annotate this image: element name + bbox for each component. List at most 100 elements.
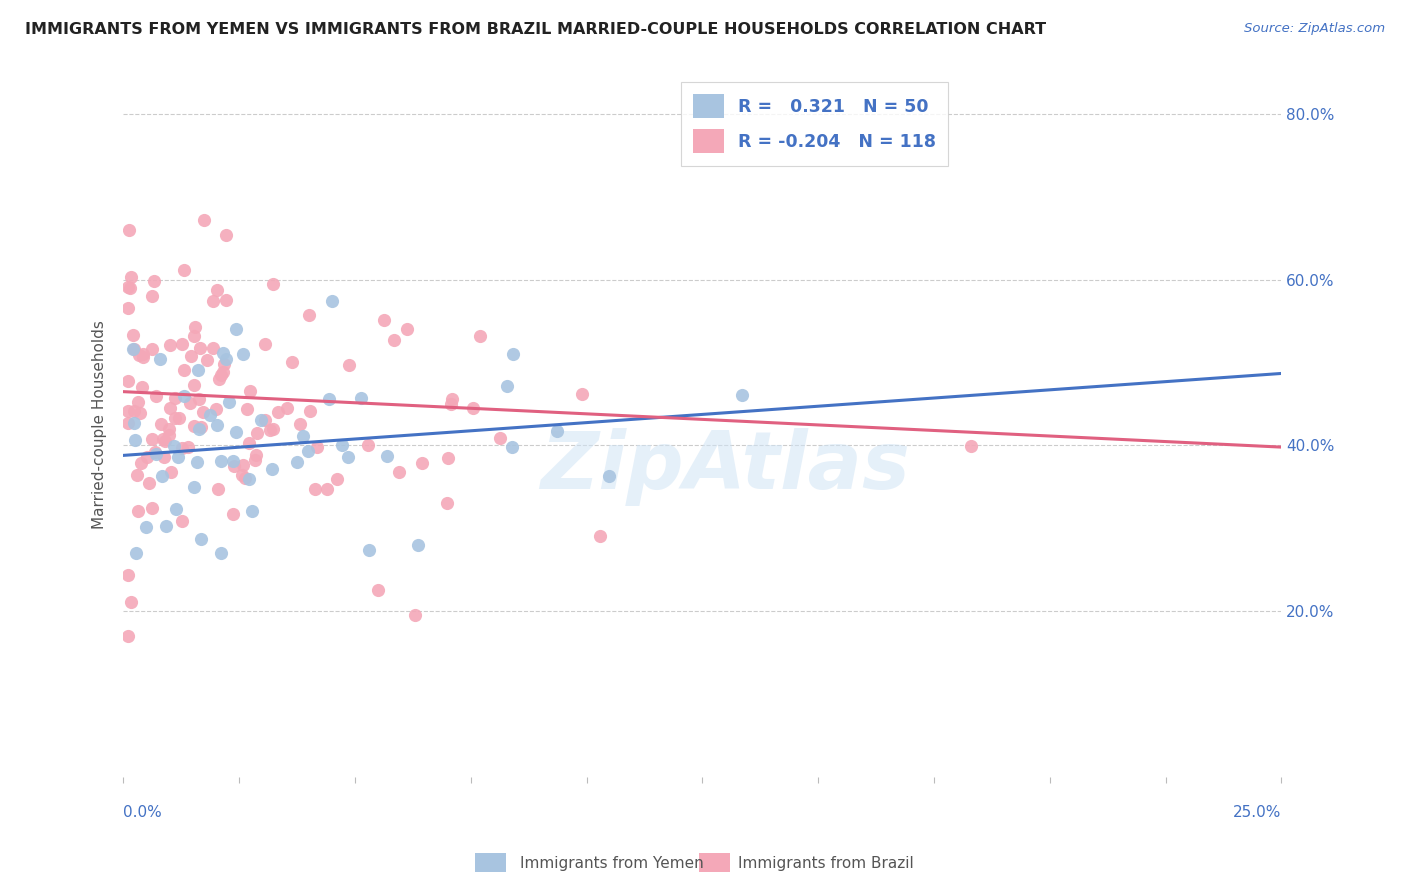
Point xyxy=(143,273,166,287)
Point xyxy=(436,450,458,465)
Point xyxy=(207,482,229,496)
Point xyxy=(221,507,243,521)
Point xyxy=(117,629,139,643)
Point xyxy=(198,408,221,422)
Point xyxy=(337,358,360,372)
Point xyxy=(195,352,218,367)
Point xyxy=(373,312,395,326)
Point xyxy=(149,352,172,367)
Point xyxy=(297,443,319,458)
Point xyxy=(129,457,152,471)
Point xyxy=(173,388,195,402)
Point xyxy=(152,433,174,447)
Text: ZipAtlas: ZipAtlas xyxy=(540,428,911,506)
Point xyxy=(135,520,157,534)
Text: 25.0%: 25.0% xyxy=(1233,805,1281,820)
Point xyxy=(298,308,321,322)
Point xyxy=(127,395,149,409)
Point xyxy=(118,281,141,295)
Point xyxy=(367,583,389,598)
Point xyxy=(239,384,262,398)
Point xyxy=(461,401,484,415)
Point xyxy=(731,388,754,402)
Point xyxy=(117,567,139,582)
Point xyxy=(215,293,238,308)
Point xyxy=(231,467,253,482)
Point xyxy=(163,438,186,452)
Point xyxy=(276,401,298,415)
Point xyxy=(117,404,139,418)
Point xyxy=(357,543,380,558)
Point xyxy=(183,480,205,494)
Point xyxy=(187,422,209,436)
Point xyxy=(180,350,202,364)
Point xyxy=(238,435,260,450)
Point xyxy=(190,420,212,434)
Point xyxy=(209,453,232,467)
Point xyxy=(262,461,284,475)
Point xyxy=(238,472,260,486)
Point xyxy=(209,546,232,560)
Point xyxy=(408,538,430,552)
Point xyxy=(117,416,139,430)
Point xyxy=(184,319,207,334)
Point xyxy=(232,347,254,361)
Point xyxy=(117,279,139,293)
Point xyxy=(159,401,181,415)
Text: Source: ZipAtlas.com: Source: ZipAtlas.com xyxy=(1244,22,1385,36)
Point xyxy=(259,423,281,437)
Point xyxy=(598,469,620,483)
Point xyxy=(167,450,190,465)
Point xyxy=(122,403,145,417)
Point xyxy=(186,455,208,469)
Point xyxy=(439,396,461,410)
Point xyxy=(117,301,139,316)
Point xyxy=(298,404,321,418)
Text: Immigrants from Yemen: Immigrants from Yemen xyxy=(520,856,704,871)
Point xyxy=(157,422,180,436)
Point xyxy=(404,608,426,623)
Point xyxy=(170,336,193,351)
Point xyxy=(193,212,215,227)
Point xyxy=(207,283,229,297)
Point xyxy=(321,294,343,309)
Point xyxy=(488,432,510,446)
Point xyxy=(222,458,245,473)
Point xyxy=(325,472,347,486)
Point xyxy=(262,277,284,291)
Point xyxy=(173,263,195,277)
Point xyxy=(396,322,419,336)
Point xyxy=(120,269,142,284)
Legend: R =   0.321   N = 50, R = -0.204   N = 118: R = 0.321 N = 50, R = -0.204 N = 118 xyxy=(681,82,949,166)
Point xyxy=(141,432,163,446)
Point xyxy=(337,450,360,464)
Point xyxy=(183,418,205,433)
Y-axis label: Married-couple Households: Married-couple Households xyxy=(93,320,107,529)
Point xyxy=(141,343,163,357)
Point xyxy=(155,519,177,533)
Point xyxy=(318,392,340,407)
Point xyxy=(288,417,311,432)
Point xyxy=(375,449,398,463)
Point xyxy=(204,402,226,417)
Point xyxy=(215,227,238,242)
Point xyxy=(959,439,981,453)
Point xyxy=(150,468,173,483)
Point xyxy=(236,401,259,416)
Point xyxy=(214,351,236,366)
Point xyxy=(191,405,214,419)
Point xyxy=(138,476,160,491)
Point xyxy=(209,368,232,382)
Point xyxy=(208,372,231,386)
Point xyxy=(201,342,224,356)
Point xyxy=(131,379,153,393)
Point xyxy=(179,396,201,410)
Point xyxy=(121,343,143,357)
Point xyxy=(285,455,308,469)
Point xyxy=(243,452,266,467)
Point xyxy=(153,450,176,464)
Point xyxy=(136,450,159,465)
Point xyxy=(502,347,524,361)
Point xyxy=(349,391,371,405)
Point xyxy=(262,421,284,435)
